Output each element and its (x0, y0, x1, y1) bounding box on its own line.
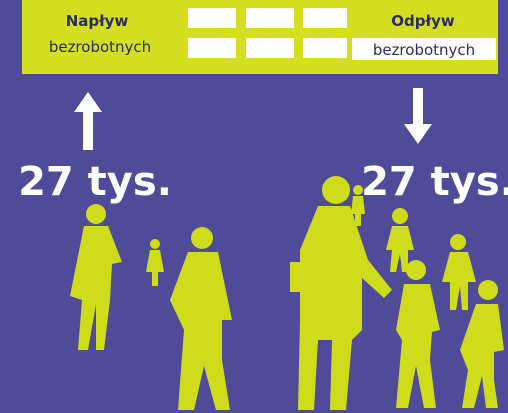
inflow-value: 27 tys. (18, 159, 172, 205)
inflow-title: Napływ (66, 12, 129, 30)
inflow-subtitle: bezrobotnych (49, 38, 151, 56)
infographic: Napływ bezrobotnych Odpływ bezrobotnych … (0, 0, 508, 413)
outflow-subtitle: bezrobotnych (373, 41, 475, 59)
outflow-value: 27 tys. (361, 159, 508, 205)
outflow-title: Odpływ (391, 12, 455, 30)
